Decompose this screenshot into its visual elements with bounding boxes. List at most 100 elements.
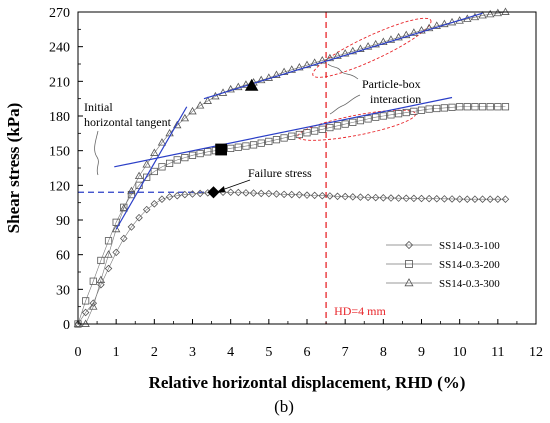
data-point-square [494, 103, 502, 111]
filled-square-marker [215, 143, 228, 156]
data-point-square [104, 237, 113, 245]
data-point-square [143, 173, 151, 181]
data-point-diamond [433, 194, 441, 203]
x-tick-label: 7 [342, 345, 349, 360]
legend-label-ss14-0.3-100: SS14-0.3-100 [439, 240, 500, 252]
data-point-diamond [364, 193, 372, 202]
annotation-initial-line-1: Initial [84, 100, 113, 114]
data-point-square [440, 104, 449, 112]
data-point-triangle [127, 186, 136, 195]
data-point-triangle [318, 56, 327, 64]
data-point-diamond [410, 194, 418, 203]
data-point-triangle [188, 106, 197, 115]
data-point-diamond [142, 205, 151, 214]
data-point-square [448, 103, 456, 111]
particle-box-interaction-ellipse-2 [297, 109, 416, 141]
filled-diamond-marker [207, 186, 220, 199]
data-point-triangle [478, 10, 487, 19]
legend-label-ss14-0.3-300: SS14-0.3-300 [439, 278, 500, 290]
data-point-diamond [349, 193, 357, 201]
series-ss14-0.3-100 [74, 188, 510, 328]
data-point-square [158, 163, 166, 171]
data-point-triangle [409, 28, 419, 36]
data-point-triangle [195, 101, 205, 109]
data-point-diamond [249, 189, 258, 197]
legend-label-ss14-0.3-200: SS14-0.3-200 [439, 259, 500, 271]
data-point-diamond [318, 191, 327, 200]
x-tick-label: 1 [113, 345, 120, 360]
data-point-diamond [478, 195, 487, 203]
data-point-diamond [188, 190, 197, 198]
data-point-diamond [394, 194, 403, 202]
data-point-diamond [463, 195, 472, 203]
data-point-square [150, 167, 158, 176]
panel-label: (b) [274, 397, 294, 416]
data-point-square [234, 143, 242, 151]
data-point-triangle [371, 39, 380, 48]
data-point-triangle [394, 32, 403, 41]
data-point-triangle [96, 275, 106, 284]
series-line-ss14-0.3-100 [77, 191, 506, 325]
fit-line-2 [114, 96, 453, 168]
data-point-triangle [402, 30, 411, 39]
y-tick-label: 120 [49, 179, 70, 194]
failure-stress-arrowhead [216, 186, 225, 193]
data-point-diamond [326, 192, 334, 200]
x-tick-label: 12 [529, 345, 543, 360]
data-point-square [295, 130, 303, 139]
data-point-square [387, 111, 395, 119]
data-point-square [326, 123, 334, 132]
data-point-triangle [325, 53, 335, 62]
data-point-square [478, 103, 487, 111]
hd-4mm-label: HD=4 mm [334, 304, 386, 318]
x-tick-label: 5 [265, 345, 272, 360]
legend: SS14-0.3-100 SS14-0.3-200 SS14-0.3-300 [386, 240, 500, 290]
data-point-triangle [264, 73, 274, 81]
data-point-diamond [402, 194, 410, 203]
data-point-diamond [181, 190, 189, 199]
data-point-diamond [387, 194, 395, 202]
data-point-diamond [341, 192, 349, 201]
data-point-square [379, 112, 387, 120]
x-tick-label: 3 [189, 345, 196, 360]
data-point-square [173, 156, 181, 164]
annotation-particle-box-line-1: Particle-box [362, 77, 421, 91]
data-point-square [394, 110, 403, 118]
data-point-triangle [440, 19, 449, 28]
x-tick-label: 6 [304, 345, 311, 360]
data-point-square [463, 103, 471, 111]
data-point-diamond [120, 234, 128, 243]
data-point-square [425, 105, 433, 113]
data-point-diamond [196, 189, 204, 198]
data-point-square [311, 127, 319, 135]
data-point-triangle [241, 80, 251, 88]
data-point-diamond [135, 213, 143, 222]
data-point-triangle [501, 7, 510, 15]
initial-tangent-leader [94, 130, 99, 176]
data-point-triangle [379, 37, 388, 46]
data-point-triangle [363, 42, 373, 50]
data-point-square [349, 118, 357, 126]
data-point-diamond [104, 264, 113, 273]
data-point-diamond [127, 223, 136, 231]
data-point-square [242, 142, 250, 150]
data-point-diamond [158, 195, 166, 203]
data-point-diamond [287, 190, 296, 199]
data-point-triangle [333, 51, 342, 59]
data-point-square [333, 122, 342, 130]
data-point-square [181, 153, 189, 162]
series-ss14-0.3-300 [73, 7, 510, 327]
x-tick-label: 11 [491, 345, 504, 360]
data-point-diamond [173, 191, 181, 200]
data-point-triangle [89, 302, 98, 310]
data-point-triangle [386, 35, 396, 43]
y-tick-label: 150 [49, 145, 70, 160]
legend-marker-triangle [404, 278, 414, 287]
data-point-square [196, 149, 204, 158]
data-point-diamond [242, 189, 250, 197]
data-point-diamond [486, 195, 494, 203]
series-line-ss14-0.3-200 [77, 106, 506, 325]
data-point-triangle [173, 120, 182, 129]
data-point-triangle [234, 82, 243, 91]
